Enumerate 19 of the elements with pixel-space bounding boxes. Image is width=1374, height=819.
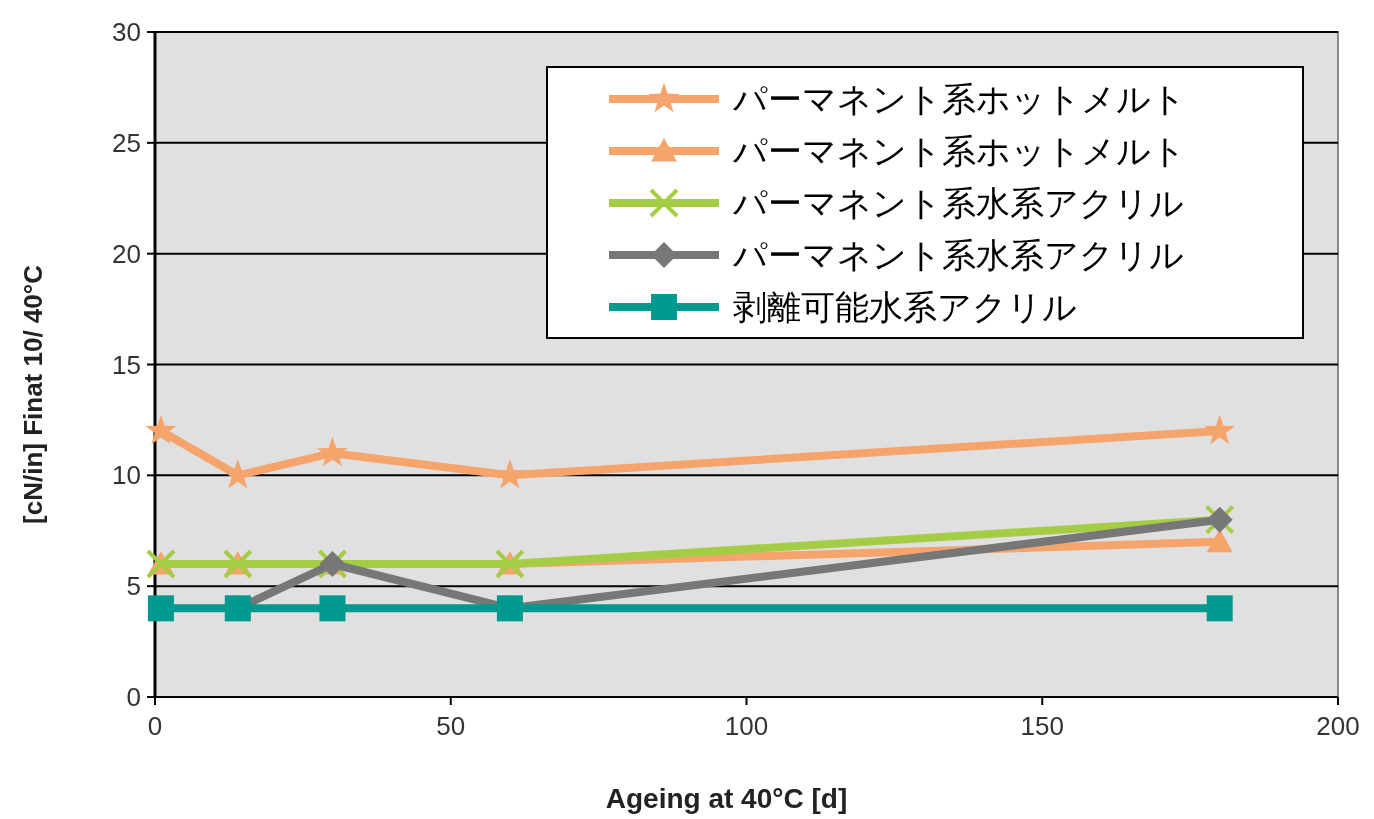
x-axis-title: Ageing at 40°C [d] (605, 783, 848, 814)
legend-label: パーマネント系水系アクリル (732, 236, 1184, 274)
x-tick-label: 0 (147, 711, 163, 741)
x-tick-label: 100 (724, 711, 769, 741)
legend-label: パーマネント系水系アクリル (732, 184, 1184, 222)
legend-label: パーマネント系ホットメルト (732, 80, 1186, 118)
x-tick-label: 150 (1020, 711, 1064, 741)
legend-label: パーマネント系ホットメルト (732, 132, 1186, 170)
y-tick-label: 20 (112, 238, 141, 269)
x-tick-label: 200 (1316, 711, 1360, 741)
y-axis-title: [cN/in] Finat 10/ 40°C (18, 264, 48, 524)
legend-label: 剥離可能水系アクリル (733, 288, 1077, 326)
y-tick-label: 5 (126, 571, 141, 602)
y-tick-label: 30 (112, 17, 141, 47)
y-tick-label: 25 (112, 127, 141, 158)
y-tick-label: 10 (112, 460, 141, 491)
x-tick-label: 50 (436, 711, 466, 741)
y-tick-label: 15 (112, 349, 141, 380)
y-tick-label: 0 (126, 682, 141, 712)
